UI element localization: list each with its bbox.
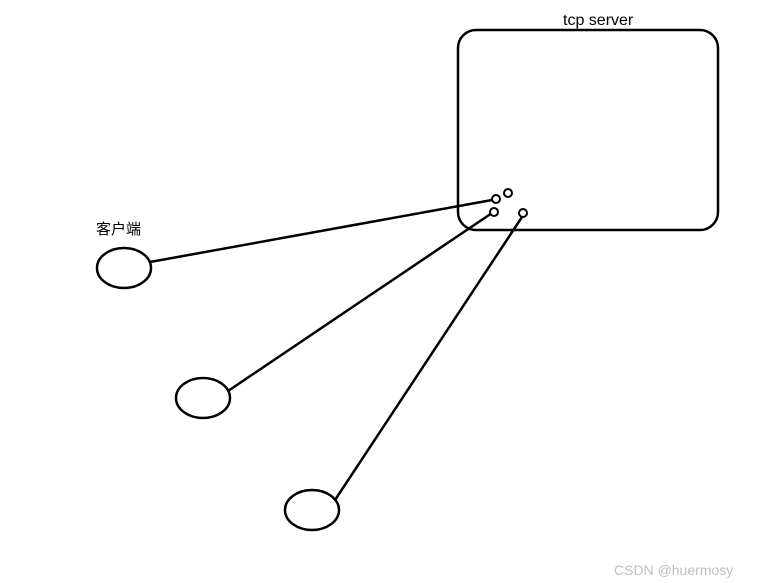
diagram-canvas — [0, 0, 774, 583]
client-node — [97, 248, 151, 288]
port-circle — [490, 208, 498, 216]
client-title: 客户端 — [96, 218, 141, 239]
server-title: tcp server — [563, 12, 633, 30]
port-circle — [492, 195, 500, 203]
client-node — [176, 378, 230, 418]
connection-line — [150, 200, 492, 262]
connection-line — [335, 217, 522, 500]
port-circle — [519, 209, 527, 217]
port-circle — [504, 189, 512, 197]
watermark-text: CSDN @huermosy — [614, 562, 733, 578]
client-node — [285, 490, 339, 530]
